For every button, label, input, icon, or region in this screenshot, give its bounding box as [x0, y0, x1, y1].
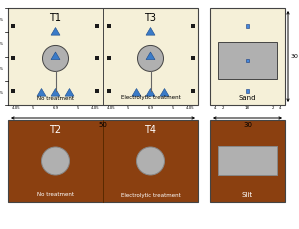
Bar — [218, 42, 277, 79]
Circle shape — [137, 147, 164, 175]
Text: 5: 5 — [77, 106, 79, 110]
Bar — [8, 8, 198, 105]
Bar — [210, 120, 285, 202]
Text: 6.9: 6.9 — [52, 106, 59, 110]
Text: 4.05: 4.05 — [91, 106, 100, 110]
Bar — [191, 24, 195, 28]
Text: 7.5: 7.5 — [0, 67, 4, 71]
Polygon shape — [51, 52, 60, 60]
Bar — [95, 24, 99, 28]
Text: 2: 2 — [221, 106, 224, 110]
Text: No treatment: No treatment — [37, 95, 74, 101]
Bar — [246, 24, 249, 28]
Polygon shape — [146, 27, 155, 35]
Text: 2: 2 — [271, 106, 274, 110]
Bar — [8, 120, 198, 202]
Bar — [218, 146, 277, 175]
Text: 4.05: 4.05 — [106, 106, 115, 110]
Text: T3: T3 — [144, 13, 156, 23]
Text: T2: T2 — [49, 125, 62, 135]
Text: 30: 30 — [243, 122, 252, 128]
Text: 4: 4 — [214, 106, 216, 110]
Text: T4: T4 — [144, 125, 156, 135]
Text: 5: 5 — [172, 106, 174, 110]
Text: 6.9: 6.9 — [147, 106, 154, 110]
Bar — [107, 24, 111, 28]
Text: Electrolytic treatment: Electrolytic treatment — [120, 95, 180, 101]
Text: 7.5: 7.5 — [0, 91, 4, 95]
Circle shape — [42, 45, 68, 71]
Polygon shape — [37, 88, 46, 96]
Text: 4: 4 — [279, 106, 281, 110]
Polygon shape — [160, 88, 169, 96]
Text: 30: 30 — [291, 54, 299, 59]
Text: Electrolytic treatment: Electrolytic treatment — [120, 193, 180, 197]
Text: No treatment: No treatment — [37, 193, 74, 197]
Polygon shape — [146, 52, 155, 60]
Bar — [210, 8, 285, 105]
Bar — [246, 59, 249, 62]
Text: T1: T1 — [50, 13, 62, 23]
Bar — [107, 56, 111, 60]
Circle shape — [42, 147, 69, 175]
Polygon shape — [146, 88, 155, 96]
Text: 4.05: 4.05 — [11, 106, 20, 110]
Text: 5: 5 — [32, 106, 34, 110]
Text: Sand: Sand — [239, 95, 256, 101]
Polygon shape — [51, 27, 60, 35]
Text: Slit: Slit — [242, 192, 253, 198]
Circle shape — [138, 45, 164, 71]
Bar — [11, 24, 15, 28]
Bar — [95, 56, 99, 60]
Text: 7.5: 7.5 — [0, 18, 4, 22]
Bar — [107, 89, 111, 93]
Text: 7.5: 7.5 — [0, 42, 4, 46]
Text: 5: 5 — [127, 106, 129, 110]
Bar — [95, 89, 99, 93]
Polygon shape — [65, 88, 74, 96]
Polygon shape — [51, 88, 60, 96]
Bar — [191, 56, 195, 60]
Bar — [246, 89, 249, 93]
Bar — [11, 89, 15, 93]
Text: 4.05: 4.05 — [186, 106, 195, 110]
Text: 50: 50 — [99, 122, 107, 128]
Text: 18: 18 — [245, 106, 250, 110]
Bar — [11, 56, 15, 60]
Polygon shape — [132, 88, 141, 96]
Bar — [191, 89, 195, 93]
